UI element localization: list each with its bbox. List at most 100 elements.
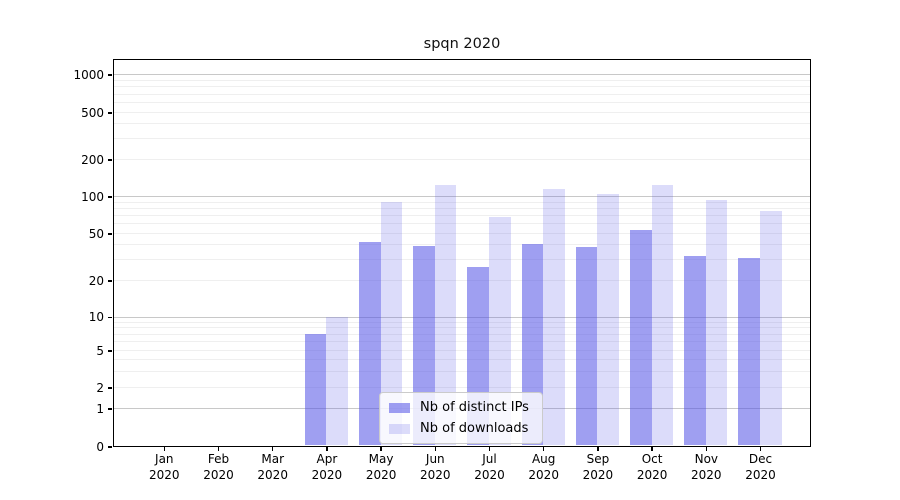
bar-downloads-sep	[597, 194, 620, 445]
gridline-minor	[114, 321, 810, 323]
bar-ips-apr	[304, 333, 327, 445]
y-tick-mark	[108, 74, 112, 76]
x-axis-label-year: 2020	[528, 467, 559, 482]
bar-downloads-apr	[326, 316, 349, 445]
x-axis-label-year: 2020	[636, 467, 668, 482]
x-tick-mark	[380, 447, 382, 451]
y-tick-mark	[108, 196, 112, 198]
chart-title: spqn 2020	[423, 36, 501, 52]
legend-swatch-downloads	[389, 423, 410, 434]
bar-downloads-jul	[489, 217, 511, 445]
y-tick-label: 50	[88, 226, 104, 241]
bar-downloads-may	[380, 202, 403, 445]
x-axis-label-year: 2020	[582, 467, 614, 482]
x-tick-mark	[597, 447, 599, 451]
x-axis-label: Jul 2020	[474, 452, 505, 482]
gridline-minor	[114, 102, 810, 103]
x-axis-label: Jan 2020	[149, 452, 180, 482]
gridline-minor	[114, 233, 810, 234]
bar-downloads-aug	[543, 188, 565, 445]
gridline-minor	[114, 280, 810, 281]
legend-label-downloads: Nb of downloads	[420, 421, 529, 436]
y-tick-mark	[108, 350, 112, 352]
y-tick-mark	[108, 316, 112, 319]
x-axis-label-year: 2020	[257, 467, 288, 482]
gridline-minor	[114, 341, 810, 343]
x-axis-label: Jun 2020	[420, 452, 451, 482]
gridline-minor	[114, 327, 810, 329]
gridline-minor	[114, 370, 810, 372]
gridline-minor	[114, 112, 810, 113]
x-axis-label: Oct 2020	[636, 452, 668, 482]
y-tick-label: 500	[81, 105, 104, 120]
y-tick-label: 20	[88, 273, 104, 288]
gridline-minor	[114, 201, 810, 203]
x-tick-mark	[434, 447, 437, 451]
x-axis-label-year: 2020	[365, 467, 397, 482]
legend: Nb of distinct IPs Nb of downloads	[379, 392, 543, 444]
gridline-minor	[114, 86, 810, 88]
plot-area: Nb of distinct IPs Nb of downloads	[113, 59, 811, 447]
gridline-minor	[114, 215, 810, 217]
x-axis-label: Dec 2020	[745, 452, 776, 482]
x-tick-mark	[217, 447, 220, 451]
y-tick-mark	[108, 159, 112, 161]
y-tick-mark	[108, 387, 112, 389]
legend-entry-ips: Nb of distinct IPs	[389, 400, 529, 415]
x-tick-mark	[759, 447, 762, 451]
bar-ips-dec	[738, 257, 760, 445]
gridline-minor	[114, 207, 810, 209]
x-axis-label-year: 2020	[420, 467, 451, 482]
gridline-minor	[114, 359, 810, 360]
legend-label-ips: Nb of distinct IPs	[420, 400, 529, 415]
x-axis-label-year: 2020	[203, 467, 234, 482]
bar-downloads-oct	[651, 184, 674, 445]
legend-swatch-ips	[389, 402, 410, 413]
gridline-minor	[114, 350, 810, 351]
x-axis-label-year: 2020	[149, 467, 180, 482]
x-axis-label: Sep 2020	[582, 452, 614, 482]
gridline-minor	[114, 159, 810, 160]
x-axis-label: May 2020	[365, 452, 397, 482]
y-tick-mark	[108, 112, 112, 114]
legend-entry-downloads: Nb of downloads	[389, 421, 529, 436]
y-tick-label: 0	[96, 439, 104, 454]
gridline-minor	[114, 223, 810, 225]
bar-downloads-nov	[705, 199, 728, 445]
bar-ips-nov	[684, 255, 706, 445]
gridline-minor	[114, 333, 810, 335]
y-tick-mark	[108, 408, 112, 410]
gridline-minor	[114, 123, 810, 125]
gridline-minor	[114, 79, 810, 81]
x-tick-mark	[705, 447, 708, 451]
x-axis-label: Aug 2020	[528, 452, 559, 482]
gridline-minor	[114, 259, 810, 261]
x-axis-label-year: 2020	[745, 467, 776, 482]
x-tick-mark	[651, 447, 653, 451]
y-tick-label: 10	[88, 310, 104, 325]
gridline-major	[114, 316, 810, 318]
y-tick-mark	[108, 280, 112, 282]
y-tick-label: 2	[96, 380, 104, 395]
gridline-major	[114, 74, 810, 75]
y-tick-label: 1000	[73, 67, 104, 82]
x-tick-mark	[163, 447, 166, 451]
x-axis-label: Feb 2020	[203, 452, 234, 482]
gridline-minor	[114, 387, 810, 388]
x-tick-mark	[271, 447, 274, 451]
bar-downloads-dec	[760, 211, 782, 445]
x-axis-label-year: 2020	[691, 467, 722, 482]
x-axis-label: Nov 2020	[691, 452, 722, 482]
y-tick-label: 200	[81, 152, 104, 167]
bar-ips-sep	[575, 247, 598, 445]
bar-downloads-jun	[434, 185, 457, 445]
y-tick-mark	[108, 446, 112, 448]
y-tick-mark	[108, 233, 112, 235]
y-tick-label: 5	[96, 343, 104, 358]
x-axis-label: Apr 2020	[311, 452, 343, 482]
x-tick-mark	[488, 447, 491, 451]
bar-ips-oct	[629, 229, 652, 445]
gridline-major	[114, 196, 810, 197]
x-tick-mark	[542, 447, 545, 451]
